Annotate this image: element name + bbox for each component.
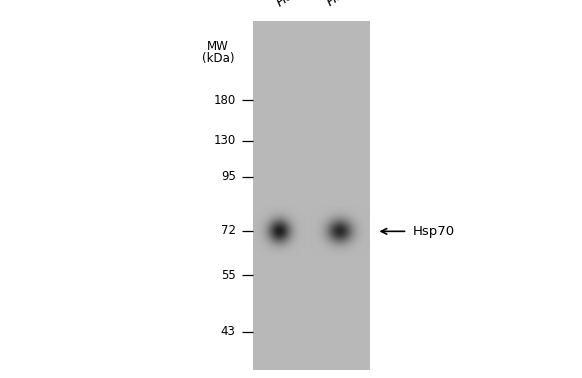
Text: (kDa): (kDa) (202, 52, 235, 65)
Text: MW: MW (207, 40, 229, 53)
Text: 55: 55 (221, 269, 236, 282)
Text: HeLa: HeLa (274, 0, 308, 9)
Text: Hsp70: Hsp70 (413, 225, 455, 238)
Text: 72: 72 (221, 224, 236, 237)
Bar (253, 21, 370, 370)
Text: 180: 180 (214, 94, 236, 107)
Text: 43: 43 (221, 325, 236, 338)
Text: HepG2: HepG2 (324, 0, 369, 9)
Text: 95: 95 (221, 170, 236, 183)
Text: 130: 130 (214, 134, 236, 147)
